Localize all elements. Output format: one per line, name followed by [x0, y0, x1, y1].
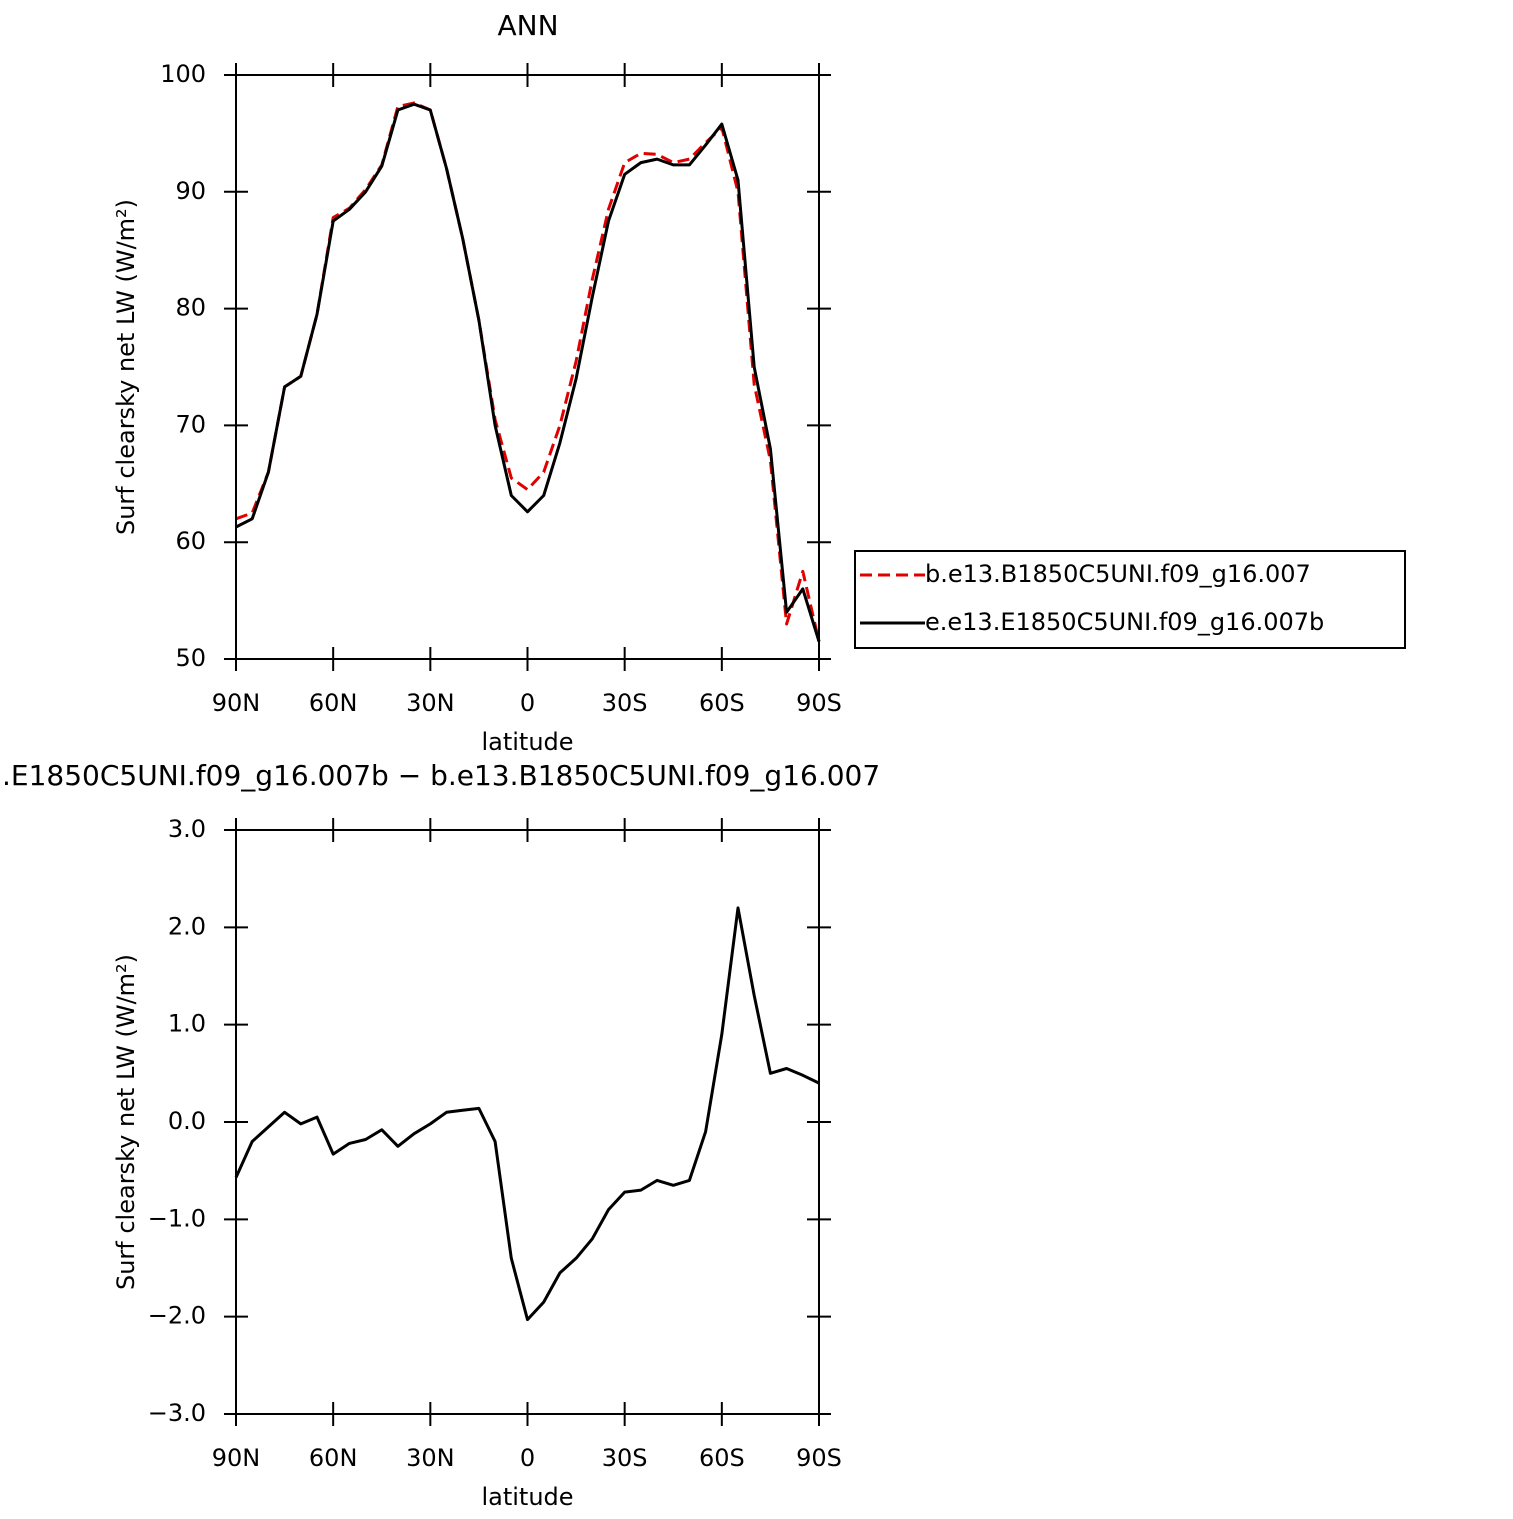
- x-tick-label: 90N: [212, 689, 261, 717]
- x-tick-label: 30S: [602, 689, 648, 717]
- x-tick-label: 30N: [406, 1444, 455, 1472]
- y-tick-label: −3.0: [148, 1399, 206, 1427]
- legend-box: [854, 550, 1406, 649]
- x-tick-label: 90S: [796, 1444, 842, 1472]
- y-tick-label: 0.0: [168, 1107, 206, 1135]
- plot-frame: [235, 829, 820, 1415]
- x-tick-label: 30N: [406, 689, 455, 717]
- chart-title: .E1850C5UNI.f09_g16.007b − b.e13.B1850C5…: [2, 759, 880, 792]
- y-tick-label: 1.0: [168, 1010, 206, 1038]
- x-tick-label: 0: [520, 1444, 535, 1472]
- x-tick-label: 60N: [309, 689, 358, 717]
- y-tick-label: 100: [160, 60, 206, 88]
- x-axis-label: latitude: [481, 728, 573, 756]
- y-tick-label: 60: [175, 527, 206, 555]
- y-tick-label: 90: [175, 177, 206, 205]
- x-tick-label: 90S: [796, 689, 842, 717]
- plot-frame: [235, 74, 820, 660]
- x-tick-label: 30S: [602, 1444, 648, 1472]
- y-tick-label: 3.0: [168, 815, 206, 843]
- legend-label: b.e13.B1850C5UNI.f09_g16.007: [925, 560, 1311, 588]
- x-axis-label: latitude: [481, 1483, 573, 1511]
- y-axis-label: Surf clearsky net LW (W/m²): [112, 199, 140, 535]
- y-tick-label: 2.0: [168, 912, 206, 940]
- y-tick-label: −1.0: [148, 1204, 206, 1232]
- chart-title: ANN: [497, 9, 558, 42]
- data-line: [235, 101, 821, 642]
- y-axis-label: Surf clearsky net LW (W/m²): [112, 954, 140, 1290]
- x-tick-label: 0: [520, 689, 535, 717]
- x-tick-label: 60N: [309, 1444, 358, 1472]
- y-tick-label: −2.0: [148, 1302, 206, 1330]
- x-tick-label: 60S: [699, 1444, 745, 1472]
- x-tick-label: 60S: [699, 689, 745, 717]
- legend-label: e.e13.E1850C5UNI.f09_g16.007b: [925, 608, 1324, 636]
- y-tick-label: 50: [175, 644, 206, 672]
- x-tick-label: 90N: [212, 1444, 261, 1472]
- data-line: [235, 102, 821, 642]
- y-tick-label: 70: [175, 410, 206, 438]
- y-tick-label: 80: [175, 294, 206, 322]
- legend: b.e13.B1850C5UNI.f09_g16.007 e.e13.E1850C…: [854, 550, 1406, 649]
- data-line: [234, 906, 820, 1322]
